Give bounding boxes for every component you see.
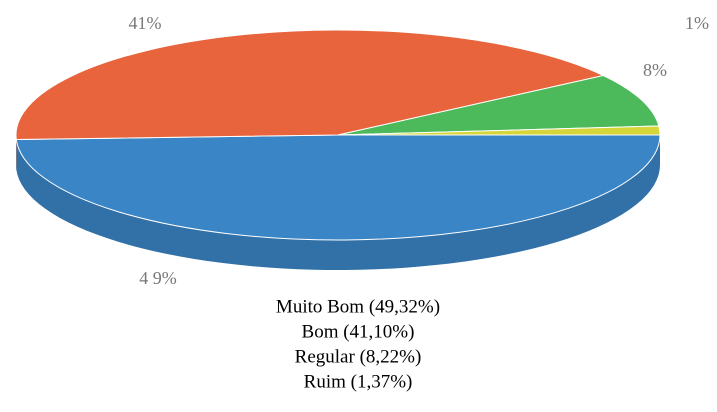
data-label: 41% [129, 13, 162, 33]
legend-entry: Regular (8,22%) [295, 346, 422, 367]
legend-entry: Ruim (1,37%) [304, 371, 413, 392]
slice-side [16, 135, 660, 271]
data-label: 1% [685, 13, 709, 33]
slice [337, 125, 661, 136]
legend-entry: Muito Bom (49,32%) [276, 296, 440, 317]
data-label: 4 9% [139, 268, 177, 288]
slice [15, 134, 661, 241]
slice [337, 74, 660, 136]
slice [15, 29, 605, 141]
data-label: 8% [643, 60, 667, 80]
legend-entry: Bom (41,10%) [302, 321, 415, 342]
